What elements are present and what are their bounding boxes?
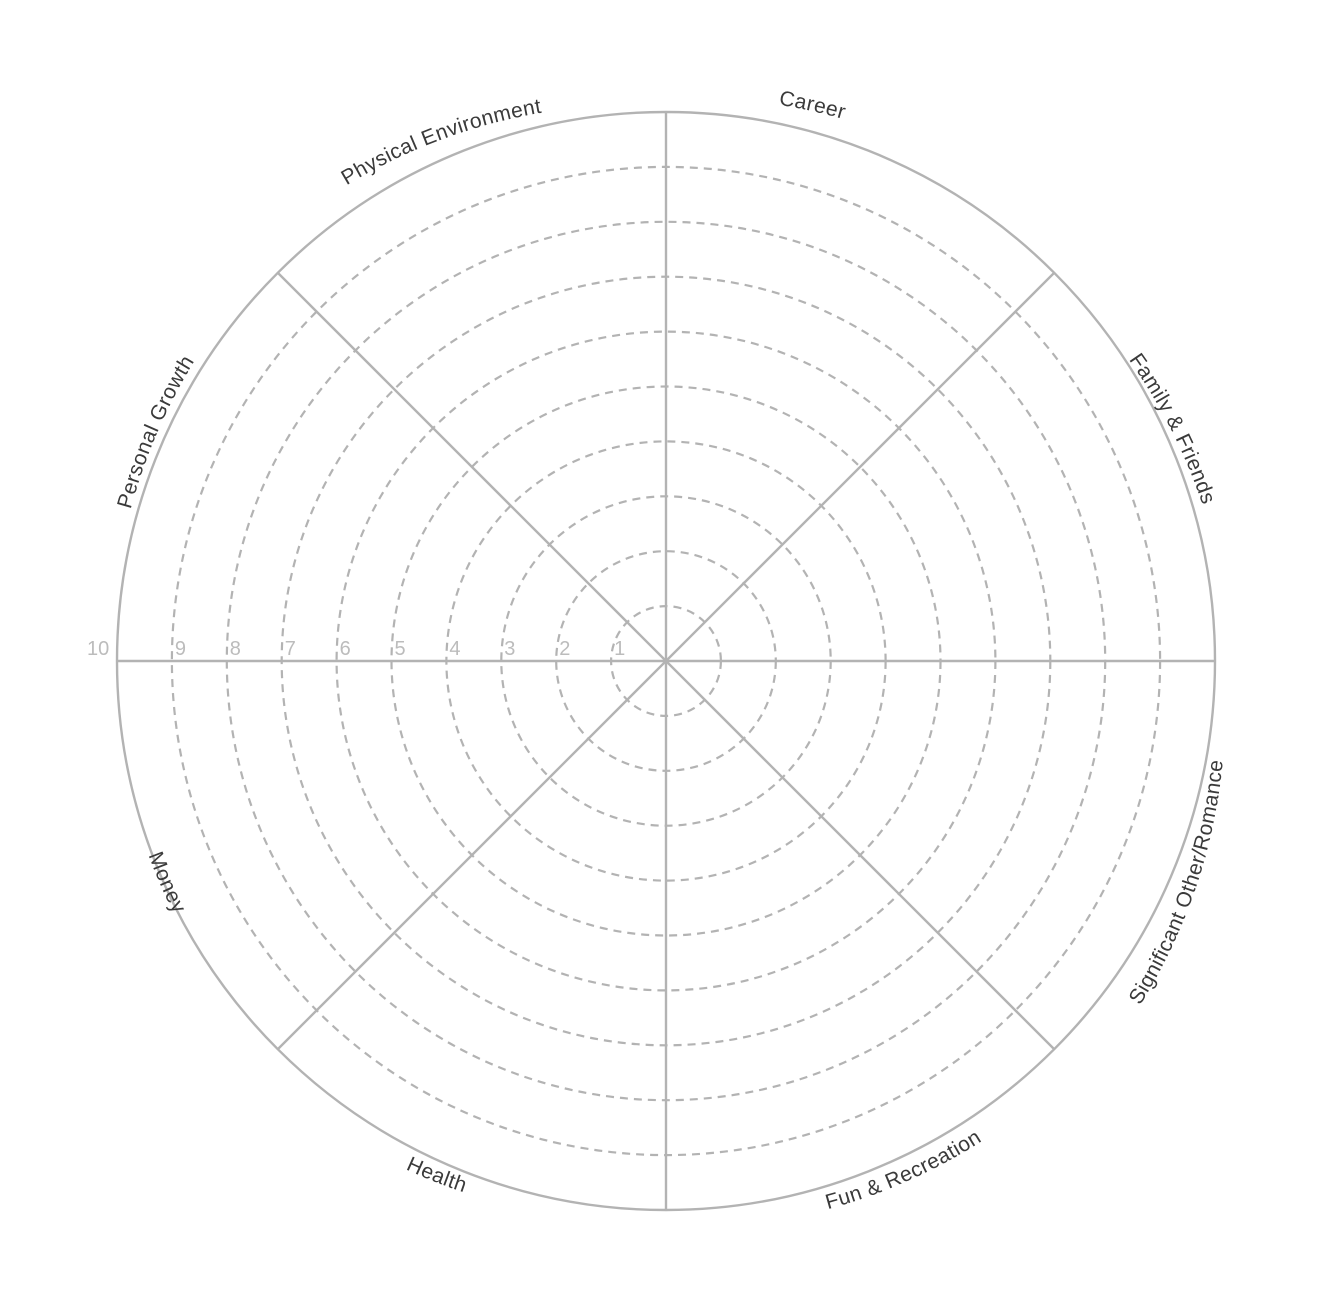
category-label-personal-growth: Personal Growth <box>113 351 199 510</box>
scale-labels: 1 2 3 4 5 6 7 8 9 10 <box>87 638 625 660</box>
scale-label-5: 5 <box>395 638 406 660</box>
category-label-money: Money <box>144 849 191 917</box>
scale-label-7: 7 <box>285 638 296 660</box>
scale-label-6: 6 <box>340 638 351 660</box>
spoke-diagonal-se <box>665 660 1055 1050</box>
category-label-family-friends: Family & Friends <box>1125 349 1220 507</box>
category-label-career: Career <box>778 87 849 124</box>
spoke-diagonal-nw <box>277 272 667 662</box>
category-label-significant-other: Significant Other/Romance <box>1124 759 1227 1009</box>
scale-label-9: 9 <box>175 638 186 660</box>
spoke-diagonal-ne <box>665 272 1055 662</box>
scale-label-10: 10 <box>87 638 109 660</box>
scale-label-4: 4 <box>449 638 460 660</box>
wheel-spokes <box>117 112 1215 1210</box>
scale-label-3: 3 <box>504 638 515 660</box>
category-label-fun-recreation: Fun & Recreation <box>823 1125 985 1214</box>
spoke-diagonal-sw <box>277 660 667 1050</box>
scale-label-1: 1 <box>614 638 625 660</box>
category-label-physical-environment: Physical Environment <box>337 95 543 190</box>
scale-label-2: 2 <box>559 638 570 660</box>
scale-label-8: 8 <box>230 638 241 660</box>
